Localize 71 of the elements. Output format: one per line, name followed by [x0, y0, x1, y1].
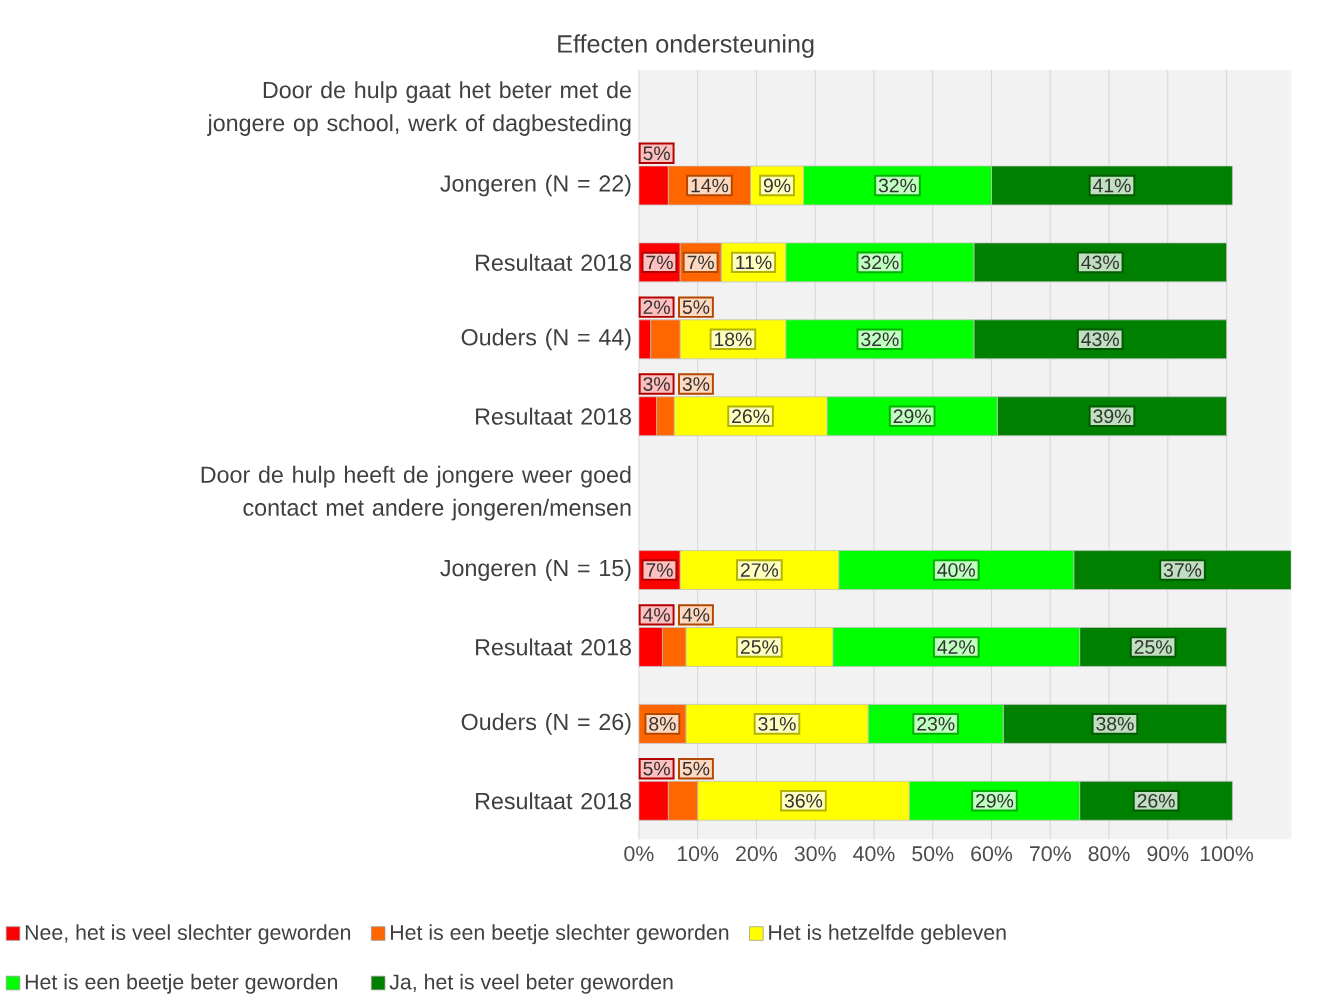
data-label: 27%	[740, 563, 779, 577]
data-label: 32%	[861, 255, 899, 270]
y-tick-label: Jongeren (N = 15)	[440, 559, 631, 581]
data-label: 26%	[1137, 793, 1175, 808]
data-label: 43%	[1081, 332, 1119, 347]
data-label: 42%	[937, 640, 975, 654]
x-tick-label: 80%	[1088, 846, 1130, 862]
data-label: 25%	[740, 640, 779, 654]
x-tick-label: 60%	[971, 846, 1013, 862]
data-label: 7%	[646, 563, 673, 577]
legend-label: Het is hetzelfde gebleven	[769, 924, 1006, 945]
x-tick-label: 10%	[677, 846, 719, 862]
data-label: 23%	[917, 717, 955, 731]
y-tick-label: Door de hulp heeft de jongere weer goed contact met andere jongeren/mensen	[201, 465, 631, 521]
x-tick-label: 100%	[1200, 846, 1254, 862]
data-label: 14%	[691, 178, 729, 193]
y-tick-label: Door de hulp gaat het beter met de jongere op school, werk of dagbesteding	[206, 81, 631, 136]
legend-label: Nee, het is veel slechter geworden	[25, 924, 351, 945]
data-label: 37%	[1163, 563, 1202, 577]
x-tick-label: 90%	[1147, 846, 1189, 862]
data-label: 26%	[732, 409, 770, 424]
data-label: 29%	[976, 793, 1014, 808]
x-tick-label: 0%	[624, 846, 654, 862]
data-label: 5%	[682, 300, 710, 314]
y-tick-label: Jongeren (N = 22)	[440, 174, 631, 197]
data-label: 2%	[643, 300, 670, 315]
bar	[996, 396, 1227, 437]
bar	[973, 319, 1227, 360]
y-tick-label: Ouders (N = 26)	[461, 713, 631, 735]
y-tick-label: Ouders (N = 44)	[461, 328, 631, 351]
data-label: 4%	[682, 608, 710, 622]
data-label: 43%	[1081, 255, 1119, 270]
data-label: 25%	[1134, 640, 1172, 654]
data-label: 36%	[784, 793, 823, 808]
data-label: 18%	[715, 332, 752, 347]
data-label: 3%	[682, 377, 710, 391]
x-tick-label: 20%	[736, 846, 777, 862]
x-tick-label: 30%	[794, 846, 836, 862]
bar	[1073, 550, 1292, 590]
data-label: 38%	[1096, 717, 1134, 731]
data-label: 32%	[878, 178, 917, 193]
bar	[1002, 704, 1227, 744]
legend-label: Het is een beetje beter geworden	[25, 973, 338, 994]
data-label: 32%	[861, 332, 899, 347]
chart-title: Effecten ondersteuning	[558, 34, 814, 58]
data-label: 5%	[643, 761, 670, 776]
data-label: 9%	[763, 178, 791, 193]
bar	[973, 242, 1227, 283]
data-label: 5%	[643, 146, 670, 161]
data-label: 29%	[893, 409, 931, 424]
y-tick-label: Resultaat 2018	[476, 407, 631, 425]
data-label: 8%	[649, 717, 676, 731]
legend-label: Het is een beetje slechter geworden	[391, 924, 729, 945]
y-tick-label: Resultaat 2018	[476, 638, 631, 656]
bar	[991, 165, 1233, 206]
data-label: 7%	[646, 255, 673, 270]
x-tick-label: 50%	[912, 846, 954, 862]
y-tick-label: Resultaat 2018	[476, 792, 631, 810]
legend-label: Ja, het is veel beter geworden	[389, 973, 673, 994]
data-label: 5%	[682, 761, 710, 776]
x-tick-label: 40%	[853, 846, 895, 862]
data-label: 41%	[1093, 178, 1131, 193]
data-label: 11%	[736, 255, 772, 270]
data-label: 7%	[687, 255, 714, 270]
x-tick-label: 70%	[1030, 846, 1071, 862]
data-label: 39%	[1093, 409, 1131, 424]
y-tick-label: Resultaat 2018	[476, 253, 631, 271]
data-label: 4%	[643, 608, 670, 622]
data-label: 3%	[643, 377, 670, 391]
data-label: 31%	[758, 717, 796, 731]
data-label: 40%	[937, 563, 975, 577]
